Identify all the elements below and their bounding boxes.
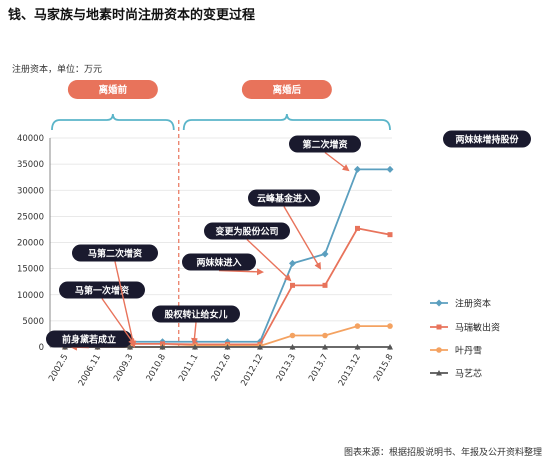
source-note: 图表来源：根据招股说明书、年报及公开资料整理: [344, 446, 542, 458]
annotation-label: 前身黛若成立: [62, 334, 116, 346]
data-point: [257, 344, 263, 350]
data-point: [355, 225, 360, 231]
data-point: [224, 344, 231, 350]
data-point: [289, 259, 296, 267]
x-tick-label: 2002.5: [47, 353, 71, 384]
data-point: [386, 165, 394, 173]
data-point: [321, 250, 329, 258]
data-point: [159, 344, 166, 350]
x-tick-label: 2013.3: [275, 353, 299, 384]
period-label: 离婚后: [273, 84, 302, 96]
x-tick-label: 2010.8: [145, 353, 169, 384]
period-markers: 离婚前 离婚后: [51, 80, 391, 347]
x-tick-label: 2011.1: [177, 353, 201, 384]
y-tick-label: 15000: [17, 265, 44, 275]
legend-marker: [436, 347, 442, 353]
period-label: 离婚前: [99, 84, 128, 96]
annotation-box: [59, 281, 145, 299]
annotation-arrow: [283, 206, 322, 270]
chart-title: 钱、马家族与地素时尚注册资本的变更过程: [8, 7, 255, 23]
data-point: [354, 165, 361, 173]
data-point: [387, 232, 393, 238]
data-point: [289, 344, 296, 350]
annotation-label: 云峰基金进入: [257, 193, 311, 205]
data-point: [160, 341, 165, 347]
legend-marker: [436, 324, 442, 330]
data-point: [192, 344, 198, 350]
annotation-label: 两妹妹进入: [196, 257, 241, 269]
annotation-arrow: [191, 322, 198, 345]
data-point: [290, 282, 295, 288]
data-point: [322, 344, 328, 350]
annotation-label: 两妹妹增持股份: [455, 134, 519, 146]
legend-label: 马瑞敏出资: [455, 322, 500, 334]
period-pill: [241, 80, 332, 99]
annotation-label: 马第一次增资: [75, 285, 129, 297]
annotation-arrow: [101, 298, 136, 346]
annotation-box: [204, 222, 290, 240]
y-tick-label: 10000: [17, 291, 44, 301]
annotation-box: [289, 135, 361, 153]
y-tick-label: 30000: [17, 186, 44, 196]
annotation-arrow: [246, 238, 292, 282]
data-point: [387, 323, 393, 329]
data-point: [354, 344, 361, 350]
annotation-box: [152, 305, 240, 323]
y-tick-label: 25000: [17, 212, 44, 222]
legend-marker: [435, 299, 443, 307]
y-tick-label: 0: [39, 343, 44, 353]
annotation-arrow: [114, 261, 137, 348]
x-tick-label: 2012.12: [239, 353, 265, 388]
annotation-box: [182, 253, 256, 271]
annotation-box: [248, 189, 320, 207]
x-tick-label: 2015.8: [372, 353, 396, 384]
annotation-box: [72, 244, 158, 262]
y-tick-label: 35000: [17, 160, 44, 170]
data-point: [322, 332, 328, 339]
x-tick-label: 2013.7: [307, 353, 331, 384]
period-pill: [67, 80, 158, 99]
x-tick-label: 2006.11: [77, 353, 103, 388]
data-point: [387, 344, 393, 350]
data-point: [289, 332, 296, 339]
x-tick-label: 2013.12: [337, 353, 363, 388]
data-point: [354, 323, 361, 329]
annotation-arrow: [324, 151, 350, 172]
unit-label: 注册资本，单位：万元: [12, 63, 102, 75]
annotation-arrow: [218, 268, 264, 276]
period-bracket: [182, 113, 391, 131]
y-tick-label: 20000: [17, 239, 44, 249]
annotation-label: 马第二次增资: [88, 248, 142, 260]
annotation-label: 第二次增资: [302, 139, 347, 151]
legend-label: 注册资本: [455, 298, 491, 310]
x-tick-label: 2009.3: [112, 353, 136, 384]
annotation-box: [46, 330, 132, 348]
annotation-label: 变更为股份公司: [215, 226, 278, 238]
legend-marker: [436, 370, 442, 376]
legend-label: 马艺芯: [455, 368, 482, 380]
annotation-box: [443, 130, 531, 148]
annotation-label: 股权转让给女儿: [164, 309, 227, 321]
data-point: [322, 282, 328, 288]
period-bracket: [51, 113, 175, 131]
x-tick-label: 2012.6: [210, 353, 234, 384]
y-tick-label: 40000: [17, 134, 44, 144]
y-tick-label: 5000: [22, 317, 44, 327]
legend-label: 叶丹雪: [455, 346, 482, 357]
